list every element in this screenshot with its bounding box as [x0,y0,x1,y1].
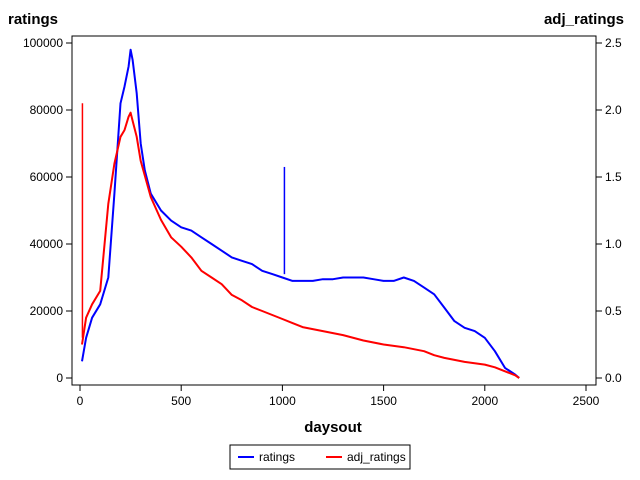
x-axis-title: daysout [304,419,362,436]
x-tick-label: 500 [171,394,191,408]
y2-axis-title: adj_ratings [544,11,624,28]
y2-tick-label: 0.0 [605,371,622,385]
legend-label: ratings [259,450,295,464]
y-tick-label: 40000 [30,237,64,251]
legend-box [229,444,411,470]
plot-area [71,35,597,386]
y2-tick-label: 1.5 [605,170,622,184]
x-tick-label: 2500 [573,394,600,408]
y2-tick-label: 0.5 [605,304,622,318]
y-tick-label: 60000 [30,170,64,184]
y2-tick-label: 2.5 [605,36,622,50]
legend-label: adj_ratings [347,450,406,464]
legend: ratings adj_ratings [229,444,411,470]
y2-tick-label: 1.0 [605,237,622,251]
series-line-ratings [81,48,520,379]
y2-tick-label: 2.0 [605,103,622,117]
x-tick-label: 1000 [269,394,296,408]
y-tick-label: 100000 [23,36,63,50]
y-axis-title: ratings [8,11,58,28]
x-axis: 0 500 1000 1500 2000 2500 [77,385,600,408]
y-tick-label: 0 [56,371,63,385]
series-layer [81,48,520,379]
y-axis: 0 20000 40000 60000 80000 100000 [23,36,72,385]
y2-axis: 0.0 0.5 1.0 1.5 2.0 2.5 [596,36,622,385]
series-line-adj-ratings [81,111,520,379]
y-tick-label: 80000 [30,103,64,117]
y-tick-label: 20000 [30,304,64,318]
x-tick-label: 2000 [471,394,498,408]
x-tick-label: 0 [77,394,84,408]
x-tick-label: 1500 [370,394,397,408]
